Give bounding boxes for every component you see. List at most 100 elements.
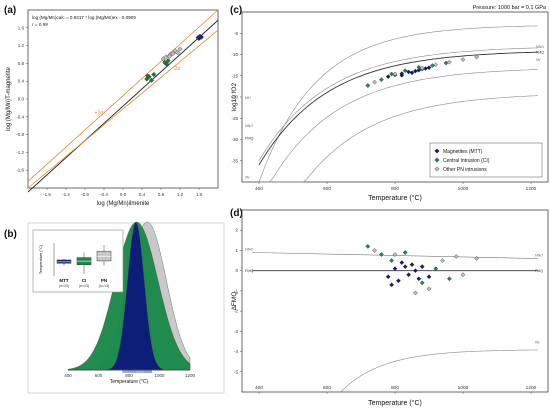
data-point-ci	[447, 276, 452, 282]
data-point-mtt	[399, 260, 405, 265]
panel-b-label: (b)	[4, 229, 17, 240]
buffer-label-nno: NNO	[245, 247, 253, 251]
buffer-curve	[259, 95, 538, 183]
data-point-mtt	[196, 35, 202, 42]
x-tick-label: -0.4	[100, 192, 108, 197]
y-tick-label: 1	[235, 248, 238, 253]
data-point-mtt	[413, 268, 418, 274]
x-tick-label: 1200	[526, 186, 537, 192]
data-point-pn	[426, 286, 432, 292]
plus-2sigma-annotation: +2σ	[95, 111, 105, 117]
data-point-mtt	[402, 264, 408, 270]
data-point-pn	[413, 290, 418, 296]
buffer-label-fmq-right: FMQ	[536, 51, 544, 55]
data-point-mtt	[399, 72, 405, 78]
y-tick-label: -4	[234, 349, 238, 354]
x-tick-label: 1.2	[177, 192, 184, 197]
y-tick-label: -5	[234, 31, 238, 36]
x-axis-label: log (Mg/Mn)ilmenite	[97, 201, 150, 207]
y-tick-label: 1.6	[18, 25, 25, 30]
data-point-ci	[389, 71, 394, 77]
y-tick-label: 0	[235, 268, 238, 273]
x-tick-label: 1000	[154, 373, 165, 378]
x-tick-label: 800	[125, 373, 133, 378]
buffer-label-fmq: FMQ	[245, 269, 253, 273]
x-tick-label: 400	[255, 186, 263, 192]
data-point-pn	[453, 254, 459, 259]
legend-box	[429, 142, 543, 178]
data-point-pn	[474, 256, 479, 261]
panel-a-label: (a)	[4, 5, 16, 16]
data-point-mtt	[385, 274, 391, 280]
y-tick-label: -1.6	[16, 168, 24, 173]
y-tick-label: -3	[234, 329, 238, 334]
equation-text: log (Mg/Mn)calc = 0.9317 * log (Mg/Mn)ex…	[32, 15, 136, 20]
buffer-label-iw-right: IW	[536, 58, 541, 62]
data-point-ci	[419, 280, 425, 286]
data-point-ci	[389, 258, 394, 263]
buffer-label-mh: MH	[245, 96, 251, 100]
x-tick-label: 1200	[185, 373, 196, 378]
data-point-ci	[148, 77, 155, 83]
data-point-ci	[416, 64, 422, 70]
y-tick-label: 0.0	[18, 97, 25, 102]
x-tick-label: -0.8	[81, 192, 89, 197]
y-tick-label: -35	[231, 158, 238, 163]
y-tick-label: -15	[231, 73, 238, 78]
regression-line	[27, 19, 219, 193]
data-point-ci	[402, 250, 408, 255]
data-point-mtt	[416, 67, 422, 73]
data-point-pn	[177, 46, 183, 52]
y-tick-label: 1.2	[18, 43, 25, 48]
y-tick-label: -20	[231, 95, 238, 100]
data-point-ci	[164, 61, 170, 67]
data-point-pn	[460, 272, 466, 278]
y-tick-label: -1.2	[16, 150, 24, 155]
inset-y-label: Temperature (°C)	[39, 244, 43, 274]
data-point-ci	[365, 244, 371, 249]
inset-category-label: PN	[101, 278, 107, 283]
x-tick-label: 1000	[458, 385, 469, 391]
legend-marker-ci	[434, 157, 440, 163]
x-tick-label: 1.6	[196, 192, 203, 197]
buffer-label-fmq-right: FMQ	[535, 269, 543, 273]
data-point-mtt	[392, 266, 398, 272]
data-point-mtt	[406, 272, 411, 278]
buffer-curve	[258, 25, 538, 183]
y-tick-label: -0.4	[16, 114, 24, 119]
panel-b-frame	[27, 222, 225, 394]
buffer-curve	[259, 69, 538, 183]
data-point-mtt	[389, 282, 394, 288]
data-point-pn	[392, 71, 398, 77]
buffer-iw-curve	[340, 349, 538, 393]
data-point-pn	[440, 258, 445, 263]
data-point-ci	[433, 266, 439, 272]
y-tick-label: 0.8	[18, 61, 25, 66]
data-point-mtt	[406, 69, 411, 75]
plus-2sigma-line	[27, 9, 219, 182]
y-tick-label: 2	[235, 228, 238, 233]
data-point-pn	[447, 59, 452, 65]
x-tick-label: 0.8	[158, 192, 165, 197]
data-point-ci	[145, 73, 151, 79]
y-axis-label: log10 fO2	[231, 83, 238, 112]
data-point-pn	[175, 50, 181, 56]
y-tick-label: -2	[234, 309, 238, 314]
data-point-mtt	[409, 70, 415, 76]
legend-marker-mtt	[434, 148, 440, 154]
data-point-pn	[419, 65, 425, 71]
data-point-pn	[392, 252, 398, 257]
x-tick-label: 600	[323, 385, 331, 391]
data-point-pn	[372, 248, 377, 253]
x-tick-label: 800	[391, 385, 399, 391]
x-tick-label: 600	[323, 186, 331, 192]
panel-a-frame	[27, 9, 219, 189]
y-axis-label: log (Mg/Mn)T-magnetite	[6, 67, 12, 131]
r-value-text: r = 0.99	[32, 22, 48, 27]
data-point-ci	[402, 68, 408, 74]
pressure-title: Pressure: 1000 bar = 0.1 GPa	[473, 5, 547, 11]
x-tick-label: 0.0	[120, 192, 127, 197]
buffer-label-nno-right: NNO	[536, 45, 544, 49]
buffer-label-nno-right: NNO	[535, 254, 543, 258]
